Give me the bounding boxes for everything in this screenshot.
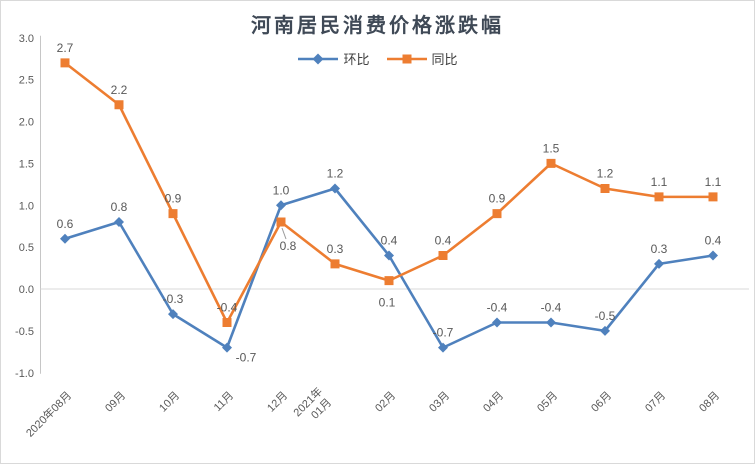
- chart-title: 河南居民消费价格涨跌幅: [251, 15, 504, 37]
- series-huanbi: 0.6 0.8 -0.3 -0.7 1.0 1.2 0.4 -0.7 -0.4 -0.4 -0.5 0…: [57, 167, 722, 365]
- diamond-marker-icon: [114, 217, 124, 227]
- square-marker-icon: [114, 100, 124, 110]
- square-marker-icon: [600, 184, 610, 193]
- data-label: -0.5: [595, 309, 616, 323]
- svg-text:09月: 09月: [103, 390, 128, 415]
- diamond-marker-icon: [222, 342, 232, 353]
- svg-text:2.0: 2.0: [19, 117, 34, 129]
- data-label: 2.2: [111, 83, 128, 97]
- data-label: 0.9: [489, 192, 506, 206]
- series-line: [64, 187, 714, 349]
- svg-text:08月: 08月: [697, 390, 722, 415]
- svg-text:03月: 03月: [427, 390, 452, 415]
- data-label: -0.7: [433, 326, 454, 340]
- diamond-marker-icon: [438, 342, 448, 353]
- data-label: 0.4: [435, 234, 452, 248]
- svg-text:06月: 06月: [589, 390, 614, 415]
- square-marker-icon: [168, 209, 178, 219]
- svg-text:2.5: 2.5: [19, 75, 34, 87]
- data-label: 0.8: [280, 239, 297, 253]
- diamond-marker-icon: [298, 53, 339, 64]
- square-marker-icon: [386, 54, 427, 63]
- square-marker-icon: [330, 259, 340, 269]
- svg-text:3.0: 3.0: [19, 33, 34, 45]
- svg-text:10月: 10月: [157, 390, 182, 415]
- diamond-marker-icon: [276, 200, 286, 211]
- square-marker-icon: [438, 251, 448, 260]
- svg-text:2020年08月: 2020年08月: [23, 388, 74, 439]
- data-label: 0.4: [381, 234, 398, 248]
- series-tongbi: 2.7 2.2 0.9 -0.4 0.8 0.3 0.1 0.4 0.9 1.5 1.2 1.1 1.1: [57, 41, 722, 327]
- svg-text:07月: 07月: [643, 390, 668, 415]
- diamond-marker-icon: [60, 233, 70, 244]
- data-label: -0.3: [163, 292, 184, 306]
- data-label: 1.1: [705, 175, 722, 189]
- data-label: 1.2: [327, 167, 344, 181]
- svg-text:1.5: 1.5: [19, 158, 34, 170]
- data-label: 0.1: [379, 296, 396, 310]
- legend-label-tongbi: 同比: [431, 52, 458, 67]
- data-label: -0.4: [487, 301, 508, 315]
- data-label: 1.5: [543, 141, 560, 155]
- diamond-marker-icon: [330, 183, 340, 194]
- square-marker-icon: [492, 209, 502, 219]
- svg-text:02月: 02月: [373, 390, 398, 415]
- data-label: 0.6: [57, 217, 74, 231]
- square-marker-icon: [546, 158, 556, 168]
- legend-item-tongbi: 同比: [386, 49, 458, 68]
- data-label: 0.3: [327, 242, 344, 256]
- y-tick-labels: 3.0 2.5 2.0 1.5 1.0 0.5 0.0 -0.5 -1.0: [15, 33, 34, 380]
- data-label: 0.4: [705, 234, 722, 248]
- data-label: 0.8: [111, 200, 128, 214]
- diamond-marker-icon: [384, 250, 394, 261]
- data-label: 2.7: [57, 41, 74, 55]
- data-label: -0.7: [236, 351, 257, 365]
- svg-text:-1.0: -1.0: [15, 368, 34, 380]
- data-label: 1.1: [651, 175, 668, 189]
- svg-text:-0.5: -0.5: [15, 326, 34, 338]
- square-marker-icon: [654, 192, 664, 202]
- diamond-marker-icon: [708, 250, 718, 261]
- square-marker-icon: [222, 318, 232, 327]
- svg-text:05月: 05月: [535, 390, 560, 415]
- square-marker-icon: [60, 58, 70, 68]
- data-label: 1.2: [597, 167, 614, 181]
- legend-label-huanbi: 环比: [343, 52, 370, 67]
- diamond-marker-icon: [546, 317, 556, 328]
- svg-text:04月: 04月: [481, 390, 506, 415]
- data-label: 0.9: [165, 192, 182, 206]
- diamond-marker-icon: [492, 317, 502, 328]
- square-marker-icon: [708, 192, 718, 202]
- data-label: 0.3: [651, 242, 668, 256]
- square-marker-icon: [276, 217, 286, 227]
- data-label: 1.0: [273, 183, 290, 197]
- diamond-marker-icon: [654, 258, 664, 269]
- svg-text:11月: 11月: [212, 390, 236, 414]
- data-label: -0.4: [217, 301, 238, 315]
- diamond-marker-icon: [600, 325, 610, 336]
- chart-legend: 环比 同比: [1, 49, 754, 68]
- svg-text:12月: 12月: [265, 390, 290, 415]
- data-label: -0.4: [541, 301, 562, 315]
- diamond-marker-icon: [168, 309, 178, 320]
- svg-text:1.0: 1.0: [19, 200, 34, 212]
- legend-item-huanbi: 环比: [297, 49, 370, 68]
- label-leader-line: [281, 227, 287, 240]
- square-marker-icon: [384, 276, 394, 286]
- svg-text:0.0: 0.0: [19, 284, 34, 296]
- svg-text:0.5: 0.5: [19, 242, 34, 254]
